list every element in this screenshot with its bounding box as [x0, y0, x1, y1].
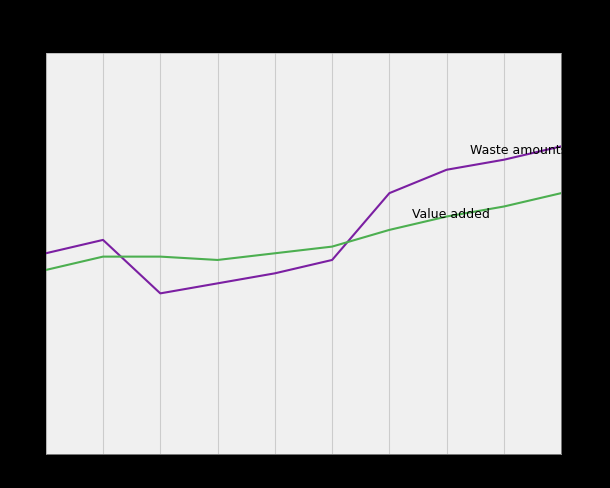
Text: Value added: Value added [412, 207, 490, 220]
Text: Waste amounts: Waste amounts [470, 144, 567, 157]
